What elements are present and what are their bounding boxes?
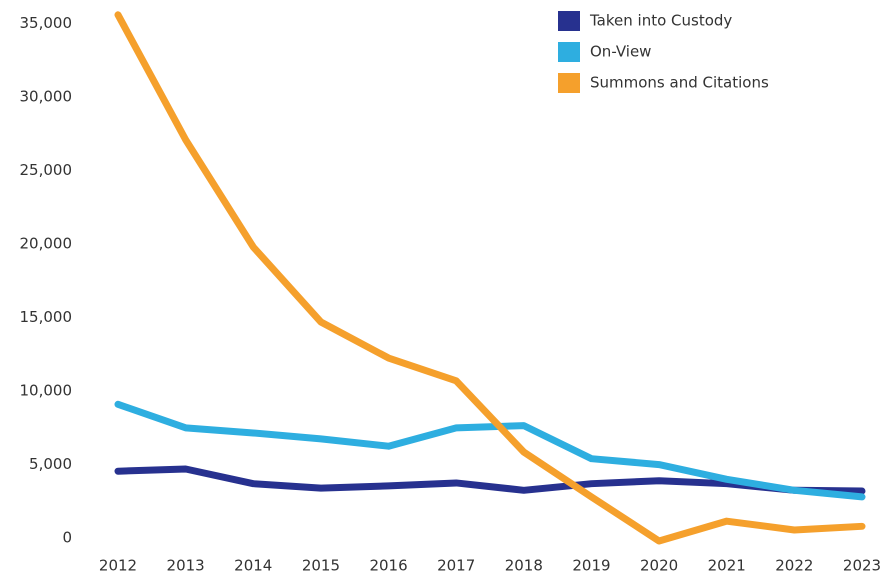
x-tick-label: 2021 — [708, 557, 746, 575]
y-tick-label: 10,000 — [20, 381, 73, 399]
x-tick-label: 2017 — [437, 557, 475, 575]
x-tick-label: 2014 — [234, 557, 272, 575]
legend-swatch — [558, 42, 580, 62]
x-tick-label: 2023 — [843, 557, 881, 575]
legend-label: Taken into Custody — [589, 12, 732, 30]
legend-swatch — [558, 73, 580, 93]
series-line — [114, 11, 866, 545]
x-tick-label: 2013 — [167, 557, 205, 575]
x-tick-label: 2016 — [369, 557, 407, 575]
legend-label: Summons and Citations — [590, 74, 769, 92]
y-tick-label: 15,000 — [20, 308, 73, 326]
y-tick-label: 35,000 — [20, 14, 73, 32]
x-tick-label: 2018 — [505, 557, 543, 575]
y-tick-label: 30,000 — [20, 87, 73, 105]
y-tick-label: 5,000 — [29, 455, 72, 473]
x-tick-label: 2020 — [640, 557, 678, 575]
y-tick-label: 20,000 — [20, 234, 73, 252]
x-tick-label: 2012 — [99, 557, 137, 575]
series-line — [114, 465, 866, 495]
series-line — [114, 400, 866, 501]
legend-swatch — [558, 11, 580, 31]
y-tick-label: 0 — [62, 528, 72, 546]
legend-label: On-View — [590, 43, 651, 61]
x-tick-label: 2015 — [302, 557, 340, 575]
x-tick-label: 2022 — [775, 557, 813, 575]
y-tick-label: 25,000 — [20, 161, 73, 179]
x-tick-label: 2019 — [572, 557, 610, 575]
